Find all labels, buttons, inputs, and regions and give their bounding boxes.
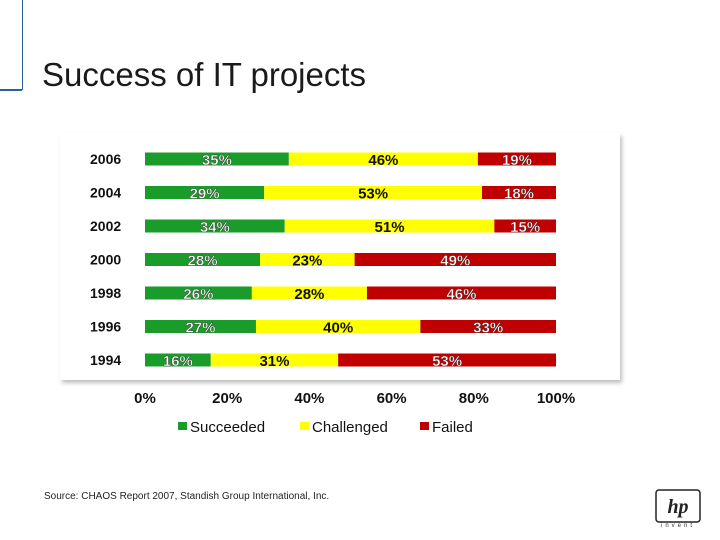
data-label: 53% (432, 353, 462, 370)
x-tick-label: 60% (377, 390, 407, 407)
bar-segment (338, 353, 556, 367)
hp-logo-text: hp (667, 496, 688, 518)
data-label: 35% (202, 152, 232, 169)
data-label: 49% (440, 253, 470, 270)
bar-segment (366, 286, 556, 300)
bar-segment (145, 253, 261, 266)
bar-segment (494, 219, 556, 233)
stacked-bar-chart: 2006 35% 46% 19% 2004 29% 53% 18% 2002 34% 51% 15% 2… (90, 151, 575, 436)
data-label: 51% (375, 219, 405, 236)
legend-swatch (300, 422, 309, 430)
bar-segment (354, 253, 556, 266)
bar-segment (477, 152, 556, 166)
bar-segment (251, 286, 367, 300)
category-label: 2004 (90, 185, 121, 201)
category-label: 2006 (90, 151, 121, 167)
data-label: 15% (510, 219, 540, 236)
legend-label: Succeeded (190, 419, 265, 436)
data-label: 26% (183, 286, 213, 303)
bar-segment (255, 320, 421, 333)
data-label: 46% (368, 152, 398, 169)
hp-logo-subtext: invent (661, 523, 696, 529)
data-label: 46% (446, 286, 476, 303)
title-accent-rule (0, 89, 22, 91)
legend-swatch (178, 422, 187, 430)
data-label: 34% (200, 219, 230, 236)
bar-segment (145, 320, 256, 333)
x-tick-label: 100% (537, 390, 575, 407)
bar-segment (210, 353, 339, 367)
bar-segment (145, 186, 265, 199)
x-tick-label: 80% (459, 390, 489, 407)
category-label: 1994 (90, 352, 121, 368)
bar-segment (145, 353, 211, 367)
bar-segment (482, 186, 556, 199)
data-label: 31% (259, 353, 289, 370)
data-label: 18% (504, 186, 534, 203)
data-label: 28% (294, 286, 324, 303)
x-tick-label: 0% (134, 390, 156, 407)
data-label: 29% (190, 186, 220, 203)
legend-label: Failed (432, 419, 473, 436)
bar-segment (264, 186, 483, 199)
category-label: 1998 (90, 285, 121, 301)
bar-segment (145, 152, 289, 166)
data-label: 16% (163, 353, 193, 370)
x-tick-label: 20% (212, 390, 242, 407)
bar-segment (260, 253, 355, 266)
bar-segment (420, 320, 556, 333)
data-label: 19% (502, 152, 532, 169)
category-label: 1996 (90, 319, 121, 335)
legend-swatch (420, 422, 429, 430)
data-label: 27% (185, 320, 215, 337)
slide-title: Success of IT projects (42, 56, 367, 93)
data-label: 23% (292, 253, 322, 270)
x-tick-label: 40% (294, 390, 324, 407)
title-accent-bar (0, 0, 23, 90)
data-label: 33% (473, 320, 503, 337)
source-note: Source: CHAOS Report 2007, Standish Grou… (44, 491, 330, 502)
category-label: 2002 (90, 218, 121, 234)
data-label: 40% (323, 320, 353, 337)
data-label: 28% (188, 253, 218, 270)
bar-segment (145, 219, 285, 233)
bar-segment (288, 152, 478, 166)
legend-label: Challenged (312, 419, 388, 436)
category-label: 2000 (90, 252, 121, 268)
hp-logo-icon: hp (655, 489, 701, 523)
bar-segment (284, 219, 495, 233)
data-label: 53% (358, 186, 388, 203)
bar-segment (145, 286, 252, 300)
